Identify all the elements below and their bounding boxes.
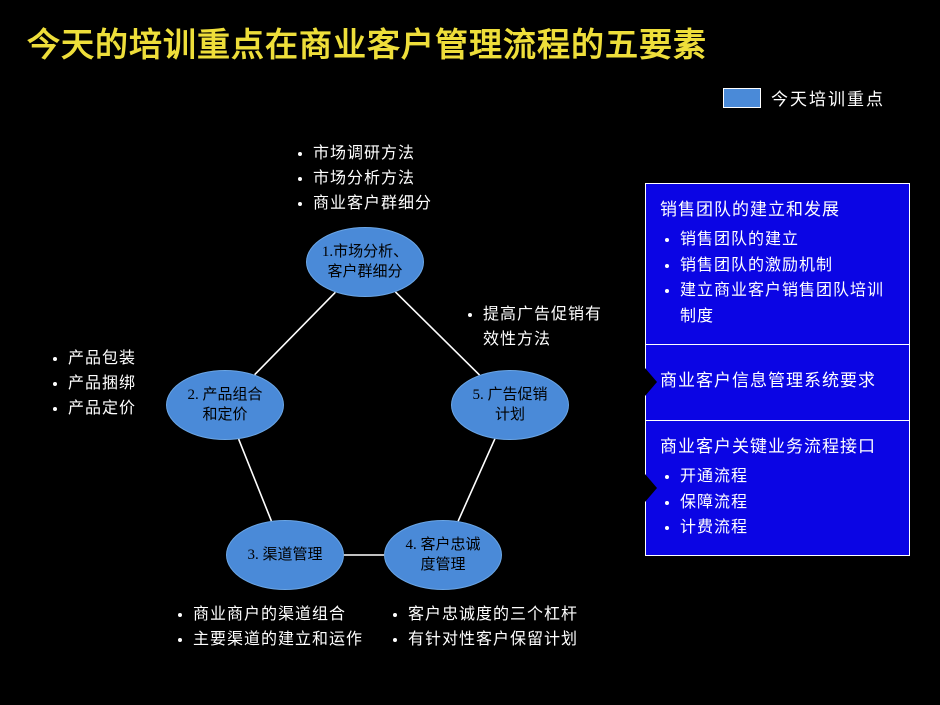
pentagon-diagram: 1.市场分析、客户群细分 2. 产品组合和定价 3. 渠道管理 4. 客户忠诚度管理 5…	[25, 130, 645, 685]
side-panel: 商业客户关键业务流程接口开通流程保障流程计费流程	[645, 421, 910, 556]
bullet-item: 主要渠道的建立和运作	[193, 628, 363, 653]
bullet-item: 市场分析方法	[313, 167, 432, 192]
panel-item: 销售团队的建立	[680, 227, 895, 253]
diagram-bullets: 商业商户的渠道组合主要渠道的建立和运作	[175, 603, 363, 653]
panel-item: 保障流程	[680, 490, 895, 516]
diagram-bullets: 市场调研方法市场分析方法商业客户群细分	[295, 142, 432, 216]
diagram-node: 5. 广告促销计划	[451, 370, 569, 440]
diagram-bullets: 提高广告促销有效性方法	[465, 303, 605, 353]
panel-title: 商业客户信息管理系统要求	[660, 367, 895, 394]
diagram-node: 2. 产品组合和定价	[166, 370, 284, 440]
panel-title: 销售团队的建立和发展	[660, 196, 895, 223]
bullet-item: 产品定价	[68, 397, 136, 422]
bullet-item: 商业客户群细分	[313, 192, 432, 217]
legend: 今天培训重点	[723, 85, 885, 110]
legend-swatch	[723, 88, 761, 108]
panel-list: 销售团队的建立销售团队的激励机制建立商业客户销售团队培训制度	[660, 227, 895, 329]
side-panel: 商业客户信息管理系统要求	[645, 345, 910, 421]
panel-item: 开通流程	[680, 464, 895, 490]
bullet-item: 商业商户的渠道组合	[193, 603, 363, 628]
side-panels: 销售团队的建立和发展销售团队的建立销售团队的激励机制建立商业客户销售团队培训制度…	[645, 183, 910, 556]
panel-item: 计费流程	[680, 515, 895, 541]
legend-label: 今天培训重点	[771, 85, 885, 110]
diagram-node: 1.市场分析、客户群细分	[306, 227, 424, 297]
panel-list: 开通流程保障流程计费流程	[660, 464, 895, 541]
bullet-item: 有针对性客户保留计划	[408, 628, 578, 653]
bullet-item: 市场调研方法	[313, 142, 432, 167]
diagram-bullets: 客户忠诚度的三个杠杆有针对性客户保留计划	[390, 603, 578, 653]
bullet-item: 客户忠诚度的三个杠杆	[408, 603, 578, 628]
panel-title: 商业客户关键业务流程接口	[660, 433, 895, 460]
diagram-node: 4. 客户忠诚度管理	[384, 520, 502, 590]
diagram-bullets: 产品包装产品捆绑产品定价	[50, 347, 136, 421]
bullet-item: 提高广告促销有效性方法	[483, 303, 605, 353]
panel-item: 销售团队的激励机制	[680, 253, 895, 279]
panel-item: 建立商业客户销售团队培训制度	[680, 278, 895, 329]
bullet-item: 产品包装	[68, 347, 136, 372]
side-panel: 销售团队的建立和发展销售团队的建立销售团队的激励机制建立商业客户销售团队培训制度	[645, 183, 910, 345]
page-title: 今天的培训重点在商业客户管理流程的五要素	[27, 18, 707, 66]
diagram-node: 3. 渠道管理	[226, 520, 344, 590]
bullet-item: 产品捆绑	[68, 372, 136, 397]
